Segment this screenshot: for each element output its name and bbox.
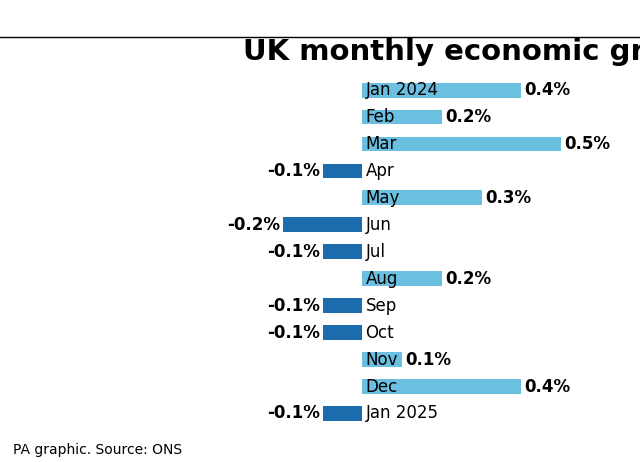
Bar [362,379,522,394]
Text: Feb: Feb [365,108,395,126]
Text: Mar: Mar [365,135,397,153]
Text: 0.2%: 0.2% [445,270,492,288]
Text: Apr: Apr [365,162,394,180]
Text: May: May [365,189,400,207]
Text: -0.1%: -0.1% [267,405,319,422]
Text: -0.1%: -0.1% [267,243,319,261]
Text: -0.1%: -0.1% [267,324,319,341]
Bar [362,352,402,367]
Text: 0.3%: 0.3% [485,189,531,207]
Bar [283,218,362,232]
Bar [362,137,561,152]
Text: PA graphic. Source: ONS: PA graphic. Source: ONS [13,444,182,457]
Text: UK monthly economic growth (GDP): UK monthly economic growth (GDP) [243,38,640,66]
Bar [323,244,362,259]
Text: Dec: Dec [365,377,398,395]
Text: Sep: Sep [365,297,397,315]
Text: -0.1%: -0.1% [267,162,319,180]
Text: Jul: Jul [365,243,386,261]
Text: Oct: Oct [365,324,394,341]
Bar [362,83,522,97]
Bar [323,406,362,421]
Text: -0.1%: -0.1% [267,297,319,315]
Text: 0.4%: 0.4% [525,81,571,99]
Text: 0.4%: 0.4% [525,377,571,395]
Text: Jun: Jun [365,216,392,234]
Text: Nov: Nov [365,351,398,369]
Text: -0.2%: -0.2% [227,216,280,234]
Bar [362,190,482,205]
Bar [323,325,362,340]
Bar [362,109,442,124]
Text: 0.5%: 0.5% [564,135,611,153]
Bar [323,164,362,178]
Text: Jan 2024: Jan 2024 [365,81,438,99]
Text: Aug: Aug [365,270,398,288]
Text: 0.2%: 0.2% [445,108,492,126]
Text: 0.1%: 0.1% [405,351,451,369]
Bar [362,271,442,286]
Bar [323,298,362,313]
Text: Jan 2025: Jan 2025 [365,405,438,422]
